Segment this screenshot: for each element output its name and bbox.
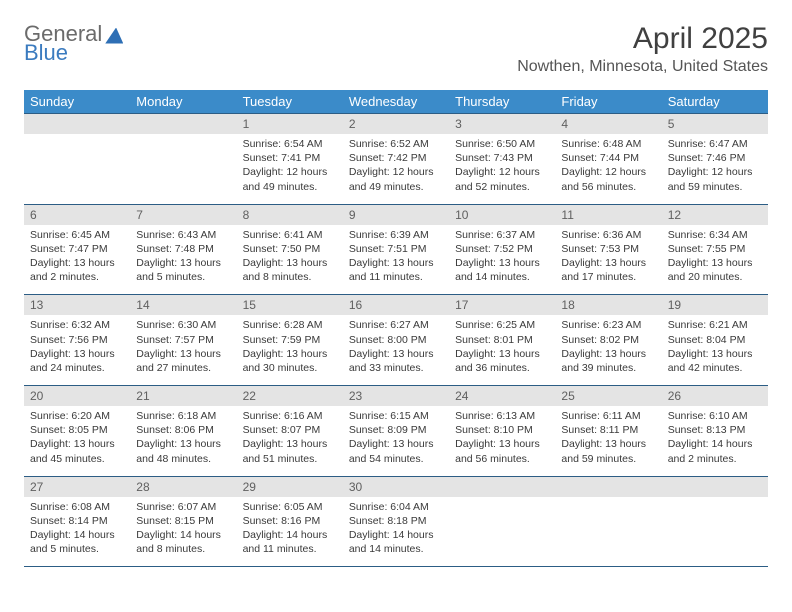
day-number: 30	[343, 476, 449, 497]
day-cell: Sunrise: 6:21 AMSunset: 8:04 PMDaylight:…	[662, 315, 768, 385]
day-cell: Sunrise: 6:28 AMSunset: 7:59 PMDaylight:…	[237, 315, 343, 385]
dow-header: Monday	[130, 90, 236, 114]
day-number: 13	[24, 295, 130, 316]
day-number: 19	[662, 295, 768, 316]
day-cell: Sunrise: 6:08 AMSunset: 8:14 PMDaylight:…	[24, 497, 130, 567]
day-content-row: Sunrise: 6:08 AMSunset: 8:14 PMDaylight:…	[24, 497, 768, 567]
logo-text: General Blue	[24, 22, 123, 64]
day-number: 23	[343, 386, 449, 407]
day-cell: Sunrise: 6:27 AMSunset: 8:00 PMDaylight:…	[343, 315, 449, 385]
day-number: 1	[237, 114, 343, 135]
day-cell: Sunrise: 6:48 AMSunset: 7:44 PMDaylight:…	[555, 134, 661, 204]
day-cell: Sunrise: 6:11 AMSunset: 8:11 PMDaylight:…	[555, 406, 661, 476]
dow-header: Sunday	[24, 90, 130, 114]
day-cell: Sunrise: 6:18 AMSunset: 8:06 PMDaylight:…	[130, 406, 236, 476]
day-number: 17	[449, 295, 555, 316]
dow-header: Saturday	[662, 90, 768, 114]
day-number: 24	[449, 386, 555, 407]
days-of-week-row: SundayMondayTuesdayWednesdayThursdayFrid…	[24, 90, 768, 114]
day-number	[449, 476, 555, 497]
logo: General Blue	[24, 22, 123, 64]
day-cell: Sunrise: 6:20 AMSunset: 8:05 PMDaylight:…	[24, 406, 130, 476]
day-cell: Sunrise: 6:25 AMSunset: 8:01 PMDaylight:…	[449, 315, 555, 385]
day-cell	[555, 497, 661, 567]
day-number	[555, 476, 661, 497]
day-cell: Sunrise: 6:54 AMSunset: 7:41 PMDaylight:…	[237, 134, 343, 204]
day-number: 20	[24, 386, 130, 407]
month-title: April 2025	[517, 22, 768, 56]
day-cell: Sunrise: 6:41 AMSunset: 7:50 PMDaylight:…	[237, 225, 343, 295]
logo-line2: Blue	[24, 41, 123, 64]
day-cell: Sunrise: 6:39 AMSunset: 7:51 PMDaylight:…	[343, 225, 449, 295]
day-number: 7	[130, 204, 236, 225]
day-cell: Sunrise: 6:23 AMSunset: 8:02 PMDaylight:…	[555, 315, 661, 385]
day-number: 4	[555, 114, 661, 135]
day-number: 28	[130, 476, 236, 497]
day-cell: Sunrise: 6:07 AMSunset: 8:15 PMDaylight:…	[130, 497, 236, 567]
day-cell: Sunrise: 6:30 AMSunset: 7:57 PMDaylight:…	[130, 315, 236, 385]
day-content-row: Sunrise: 6:32 AMSunset: 7:56 PMDaylight:…	[24, 315, 768, 385]
day-cell: Sunrise: 6:47 AMSunset: 7:46 PMDaylight:…	[662, 134, 768, 204]
day-number-row: 20212223242526	[24, 386, 768, 407]
day-number: 18	[555, 295, 661, 316]
day-number: 21	[130, 386, 236, 407]
day-number: 6	[24, 204, 130, 225]
day-number: 8	[237, 204, 343, 225]
day-number: 5	[662, 114, 768, 135]
day-number: 25	[555, 386, 661, 407]
header: General Blue April 2025 Nowthen, Minneso…	[24, 22, 768, 76]
day-cell: Sunrise: 6:15 AMSunset: 8:09 PMDaylight:…	[343, 406, 449, 476]
day-cell: Sunrise: 6:10 AMSunset: 8:13 PMDaylight:…	[662, 406, 768, 476]
location-text: Nowthen, Minnesota, United States	[517, 58, 768, 76]
dow-header: Tuesday	[237, 90, 343, 114]
day-number: 22	[237, 386, 343, 407]
day-number: 3	[449, 114, 555, 135]
day-cell: Sunrise: 6:52 AMSunset: 7:42 PMDaylight:…	[343, 134, 449, 204]
day-number-row: 6789101112	[24, 204, 768, 225]
day-cell: Sunrise: 6:50 AMSunset: 7:43 PMDaylight:…	[449, 134, 555, 204]
day-content-row: Sunrise: 6:20 AMSunset: 8:05 PMDaylight:…	[24, 406, 768, 476]
day-number-row: 13141516171819	[24, 295, 768, 316]
day-cell: Sunrise: 6:32 AMSunset: 7:56 PMDaylight:…	[24, 315, 130, 385]
day-content-row: Sunrise: 6:45 AMSunset: 7:47 PMDaylight:…	[24, 225, 768, 295]
day-cell	[449, 497, 555, 567]
day-number: 16	[343, 295, 449, 316]
day-cell: Sunrise: 6:36 AMSunset: 7:53 PMDaylight:…	[555, 225, 661, 295]
day-cell: Sunrise: 6:37 AMSunset: 7:52 PMDaylight:…	[449, 225, 555, 295]
day-cell: Sunrise: 6:04 AMSunset: 8:18 PMDaylight:…	[343, 497, 449, 567]
day-number	[662, 476, 768, 497]
day-cell	[24, 134, 130, 204]
calendar-page: General Blue April 2025 Nowthen, Minneso…	[0, 0, 792, 567]
day-number	[24, 114, 130, 135]
day-cell: Sunrise: 6:13 AMSunset: 8:10 PMDaylight:…	[449, 406, 555, 476]
day-number: 26	[662, 386, 768, 407]
day-number: 12	[662, 204, 768, 225]
dow-header: Thursday	[449, 90, 555, 114]
day-number: 15	[237, 295, 343, 316]
calendar-body: 12345 Sunrise: 6:54 AMSunset: 7:41 PMDay…	[24, 114, 768, 567]
day-number: 27	[24, 476, 130, 497]
day-content-row: Sunrise: 6:54 AMSunset: 7:41 PMDaylight:…	[24, 134, 768, 204]
title-block: April 2025 Nowthen, Minnesota, United St…	[517, 22, 768, 76]
day-number: 29	[237, 476, 343, 497]
day-cell: Sunrise: 6:45 AMSunset: 7:47 PMDaylight:…	[24, 225, 130, 295]
day-cell: Sunrise: 6:34 AMSunset: 7:55 PMDaylight:…	[662, 225, 768, 295]
calendar-table: SundayMondayTuesdayWednesdayThursdayFrid…	[24, 90, 768, 567]
day-number: 14	[130, 295, 236, 316]
day-cell: Sunrise: 6:16 AMSunset: 8:07 PMDaylight:…	[237, 406, 343, 476]
day-cell: Sunrise: 6:05 AMSunset: 8:16 PMDaylight:…	[237, 497, 343, 567]
day-number	[130, 114, 236, 135]
dow-header: Wednesday	[343, 90, 449, 114]
day-number: 11	[555, 204, 661, 225]
day-number: 9	[343, 204, 449, 225]
day-number-row: 27282930	[24, 476, 768, 497]
day-number: 2	[343, 114, 449, 135]
logo-sail-icon	[105, 28, 123, 44]
day-number: 10	[449, 204, 555, 225]
day-cell	[130, 134, 236, 204]
day-cell	[662, 497, 768, 567]
day-number-row: 12345	[24, 114, 768, 135]
day-cell: Sunrise: 6:43 AMSunset: 7:48 PMDaylight:…	[130, 225, 236, 295]
dow-header: Friday	[555, 90, 661, 114]
